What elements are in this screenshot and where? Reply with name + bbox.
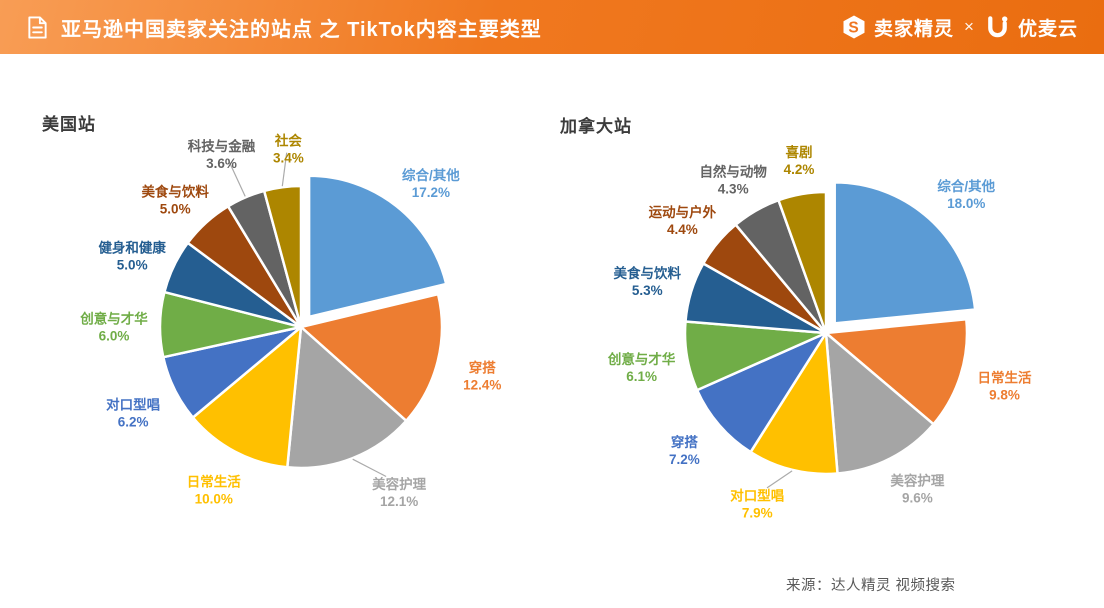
brand-lockup: S 卖家精灵 × 优麦云: [842, 14, 1078, 41]
page-title: 亚马逊中国卖家关注的站点 之 TikTok内容主要类型: [61, 18, 542, 41]
leader-line: [281, 152, 288, 187]
slice-label-0-6: 健身和健康 5.0%: [98, 240, 166, 273]
slice-label-0-2: 美容护理 12.1%: [372, 476, 426, 509]
slice-label-0-8: 科技与金融 3.6%: [188, 138, 256, 171]
pie-slice-1-0: [833, 181, 977, 325]
slice-label-0-5: 创意与才华 6.0%: [79, 311, 148, 344]
slice-label-1-4: 穿搭 7.2%: [669, 434, 700, 467]
slice-label-1-7: 运动与户外 4.4%: [649, 204, 717, 237]
slice-label-0-4: 对口型唱 6.2%: [106, 396, 160, 429]
app-header: 亚马逊中国卖家关注的站点 之 TikTok内容主要类型 S 卖家精灵 × 优麦云: [0, 0, 1104, 54]
slice-label-1-0: 综合/其他 18.0%: [937, 178, 995, 211]
pie-slice-1-3: [749, 331, 839, 476]
pie-slice-1-4: [695, 331, 828, 454]
sellersprite-hexagon-icon: S: [842, 15, 866, 39]
leader-line: [352, 458, 387, 478]
slice-label-1-9: 喜剧 4.2%: [784, 144, 815, 177]
umaicloud-u-icon: [985, 15, 1010, 40]
slice-label-1-5: 创意与才华 6.1%: [607, 351, 676, 384]
source-note: 来源：达人精灵 视频搜索: [786, 578, 956, 594]
slice-label-0-1: 穿搭 12.4%: [463, 360, 501, 393]
leader-line: [766, 470, 793, 489]
chart-title-us: 美国站: [42, 115, 96, 134]
brand-name-umaicloud: 优麦云: [1017, 18, 1078, 40]
pie-slice-0-3: [191, 325, 303, 469]
svg-text:S: S: [848, 19, 859, 36]
chart-title-ca: 加拿大站: [560, 117, 632, 136]
pie-slice-1-1: [824, 317, 969, 426]
brand-name-sellersprite: 卖家精灵: [874, 18, 955, 40]
slice-label-1-1: 日常生活 9.8%: [978, 370, 1032, 403]
slice-label-1-6: 美食与饮料 5.3%: [614, 265, 682, 298]
slice-label-0-3: 日常生活 10.0%: [187, 473, 241, 506]
slice-label-1-2: 美容护理 9.6%: [890, 472, 944, 505]
pie-slice-0-2: [286, 325, 408, 470]
pie-chart-1: 综合/其他 18.0% 日常生活 9.8% 美容护理 9.6% 对口型唱 7.9% 穿搭 7.2%…: [607, 144, 1032, 521]
pie-chart-0: 综合/其他 17.2% 穿搭 12.4% 美容护理 12.1% 日常生活 10.0% 对口型唱 6…: [79, 133, 501, 510]
pie-slice-0-9: [262, 184, 303, 329]
slice-label-1-8: 自然与动物 4.3%: [699, 164, 767, 197]
leader-line: [227, 159, 246, 197]
pie-slice-0-1: [299, 292, 444, 423]
pie-slice-0-0: [307, 174, 448, 319]
document-icon: [26, 14, 49, 41]
slice-label-0-9: 社会 3.4%: [273, 133, 304, 166]
slice-label-0-7: 美食与饮料 5.0%: [141, 184, 209, 217]
slice-label-0-0: 综合/其他 17.2%: [402, 167, 460, 200]
pie-slice-1-2: [824, 331, 935, 475]
slice-label-1-3: 对口型唱 7.9%: [730, 488, 784, 521]
multiply-separator: ×: [964, 17, 975, 36]
pie-slice-1-9: [777, 190, 828, 335]
